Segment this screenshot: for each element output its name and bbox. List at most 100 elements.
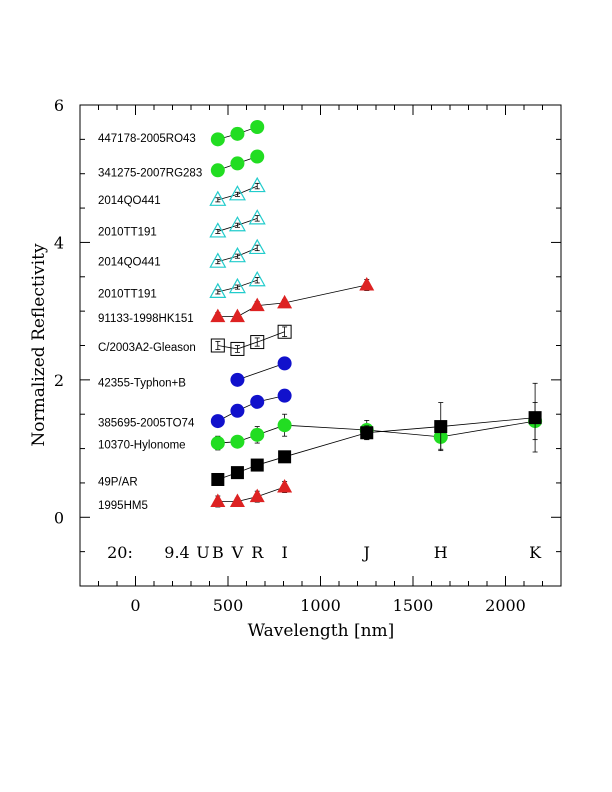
- data-point: [250, 394, 265, 409]
- band-magnitude: 9.4: [164, 543, 189, 562]
- band-label: I: [281, 543, 287, 562]
- data-point: [250, 458, 264, 472]
- series-line: [217, 331, 285, 350]
- data-point: [250, 149, 265, 164]
- y-tick-label: 0: [54, 508, 64, 527]
- series-label: 1995HM5: [98, 500, 148, 512]
- data-point: [230, 466, 244, 480]
- x-tick-label: 0: [130, 596, 140, 615]
- y-axis-label: Normalized Reflectivity: [29, 243, 49, 447]
- data-point: [230, 434, 245, 449]
- series-label: 2010TT191: [98, 288, 157, 300]
- data-point: [277, 418, 292, 433]
- series-label: C/2003A2-Gleason: [98, 342, 196, 354]
- data-point: [248, 238, 266, 255]
- data-point: [210, 308, 226, 323]
- series-line: [217, 486, 285, 502]
- data-point: [230, 126, 245, 141]
- data-point: [209, 252, 227, 268]
- series-line: [237, 362, 285, 381]
- series-label: 10370-Hylonome: [98, 439, 186, 451]
- data-point: [209, 190, 227, 206]
- data-point: [211, 472, 225, 486]
- series-label: 91133-1998HK151: [98, 313, 194, 325]
- series: [209, 238, 266, 268]
- axes: 0 500 1000 1500 2000 0 2 4 6: [54, 96, 562, 615]
- data-point: [228, 277, 246, 294]
- data-point: [228, 185, 246, 201]
- data-point: [248, 270, 266, 287]
- data-point: [248, 209, 266, 225]
- data-point: [359, 277, 375, 291]
- y-tick-label: 4: [54, 233, 64, 252]
- band-label: U: [196, 543, 209, 562]
- series: [209, 176, 266, 206]
- data-point: [277, 356, 292, 371]
- data-point: [229, 308, 245, 323]
- data-point: [250, 119, 265, 134]
- series: [210, 402, 543, 451]
- data-point: [230, 156, 245, 171]
- data-point: [248, 176, 266, 193]
- band-label: B: [212, 543, 224, 562]
- series: [210, 149, 265, 178]
- series: [209, 270, 266, 299]
- y-tick-label: 6: [54, 96, 64, 115]
- series: [211, 382, 542, 486]
- data-point: [434, 420, 448, 434]
- data-point: [277, 294, 293, 309]
- data-point: [277, 479, 293, 493]
- x-tick-label: 1000: [300, 596, 341, 615]
- data-point: [230, 372, 245, 387]
- data-point: [210, 493, 226, 507]
- data-point: [360, 426, 374, 440]
- data-point: [250, 335, 265, 350]
- series-label: 42355-Typhon+B: [98, 378, 186, 390]
- data-point: [210, 163, 225, 178]
- series-labels: 447178-2005RO43 341275-2007RG283 2014QO441…: [98, 133, 202, 512]
- series: [210, 324, 292, 356]
- series-line: [217, 417, 536, 480]
- series: [210, 277, 375, 323]
- data-point: [230, 341, 245, 356]
- data-point: [278, 450, 292, 464]
- series-label: 2014QO441: [98, 257, 161, 269]
- band-label: V: [231, 543, 244, 562]
- series-line: [217, 284, 367, 318]
- series-label: 385695-2005TO74: [98, 417, 195, 429]
- series-label: 341275-2007RG283: [98, 167, 202, 179]
- series: [230, 356, 292, 387]
- series: [210, 388, 292, 429]
- data-point: [249, 297, 265, 312]
- data-point: [528, 411, 542, 425]
- data-point: [209, 282, 227, 299]
- series: [210, 479, 293, 508]
- data-point: [210, 414, 225, 429]
- series-label: 447178-2005RO43: [98, 133, 196, 145]
- band-label: R: [251, 543, 264, 562]
- x-tick-label: 2000: [485, 596, 526, 615]
- data-point: [210, 132, 225, 147]
- data-point: [210, 436, 225, 451]
- x-axis-label: Wavelength [nm]: [248, 621, 395, 641]
- series-label: 2014QO441: [98, 195, 161, 207]
- band-label: J: [362, 543, 370, 562]
- data-point: [249, 488, 265, 503]
- series-label: 2010TT191: [98, 226, 157, 238]
- data-series: [209, 119, 543, 508]
- data-point: [230, 403, 245, 418]
- series-line: [217, 395, 285, 422]
- data-point: [228, 246, 246, 263]
- y-tick-label: 2: [54, 371, 64, 390]
- data-point: [250, 427, 265, 442]
- data-point: [277, 324, 292, 339]
- x-tick-label: 500: [213, 596, 244, 615]
- band-prefix: 20:: [107, 543, 133, 562]
- data-point: [229, 493, 245, 507]
- band-label: K: [529, 543, 542, 562]
- data-point: [210, 338, 225, 353]
- series-label: 49P/AR: [98, 477, 138, 489]
- data-point: [277, 388, 292, 403]
